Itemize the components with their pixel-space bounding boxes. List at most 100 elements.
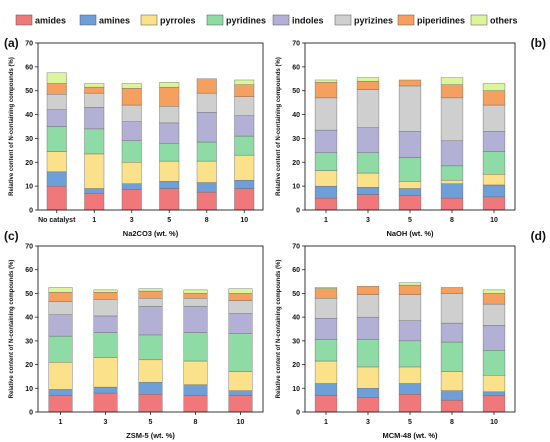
bar-segment-amides	[228, 395, 253, 413]
bar-segment-pyridines	[93, 332, 118, 358]
bar-segment-amides	[48, 395, 73, 413]
bar-segment-pyrizines	[234, 96, 255, 116]
y-tick-label: 60	[292, 64, 300, 71]
plot-frame	[37, 42, 264, 211]
bar-segment-piperidines	[398, 284, 422, 295]
bar-segment-pyridines	[234, 135, 255, 156]
bar-segment-piperidines	[228, 293, 253, 301]
panel-label: (d)	[531, 229, 546, 243]
y-tick-label: 60	[25, 64, 33, 71]
x-tick-label: 5	[408, 217, 412, 224]
bar-segment-pyrizines	[398, 85, 422, 132]
bar-segment-indoles	[93, 315, 118, 333]
bar-segment-amides	[138, 394, 163, 413]
x-axis-label: Na2CO3 (wt. %)	[123, 229, 179, 238]
bar-segment-pyridines	[183, 332, 208, 362]
bar-segment-pyrizines	[121, 104, 142, 122]
bar-segment-amides	[84, 193, 105, 211]
bar-segment-indoles	[482, 131, 506, 152]
bar-segment-pyrroles	[314, 170, 338, 187]
bar-segment-amides	[234, 188, 255, 211]
bar-segment-others	[228, 288, 253, 294]
bar-segment-others	[48, 287, 73, 293]
y-axis-label: Relative content of N-containing compoun…	[9, 57, 15, 196]
y-tick-label: 50	[25, 88, 33, 95]
bar-segment-others	[46, 72, 67, 84]
bar-segment-pyrroles	[440, 371, 464, 391]
y-tick-label: 60	[25, 267, 33, 274]
bar-segment-amines	[93, 386, 118, 394]
x-tick-label: 5	[408, 419, 412, 426]
bar-segment-pyridines	[398, 157, 422, 182]
y-tick-label: 40	[25, 315, 33, 322]
bar-segment-pyridines	[314, 152, 338, 171]
y-axis-label: Relative content of N-containing compoun…	[9, 260, 15, 399]
x-tick-label: 1	[59, 419, 63, 426]
legend-swatch-pyrizines	[334, 14, 352, 26]
bar-segment-pyrroles	[482, 375, 506, 393]
bar-segment-amides	[356, 194, 380, 211]
bar-segment-pyrizines	[440, 293, 464, 324]
plot-frame	[304, 245, 516, 413]
bar-segment-amines	[440, 183, 464, 199]
bar-segment-pyridines	[440, 165, 464, 181]
y-tick-label: 70	[292, 244, 300, 251]
bar-segment-piperidines	[48, 292, 73, 302]
bar-segment-others	[356, 77, 380, 82]
y-tick-label: 0	[296, 208, 300, 215]
y-tick-label: 60	[292, 267, 300, 274]
bar-segment-amines	[314, 383, 338, 396]
bar-segment-indoles	[121, 121, 142, 142]
bar-segment-others	[398, 282, 422, 286]
y-axis-label: Relative content of N-containing compoun…	[276, 260, 282, 399]
bar-segment-pyrroles	[398, 181, 422, 189]
bar-segment-pyrizines	[46, 94, 67, 110]
bar-segment-pyridines	[84, 128, 105, 155]
legend-label-indoles: indoles	[292, 16, 324, 26]
plot-frame	[304, 42, 516, 211]
y-tick-label: 20	[25, 362, 33, 369]
bar-segment-pyridines	[48, 335, 73, 363]
bar-segment-amides	[398, 195, 422, 211]
y-tick-label: 30	[292, 338, 300, 345]
bar-segment-pyrroles	[46, 151, 67, 173]
bar-segment-indoles	[234, 115, 255, 137]
bar-segment-piperidines	[440, 287, 464, 294]
bar-segment-pyridines	[228, 333, 253, 372]
bar-segment-others	[183, 289, 208, 294]
x-tick-label: 1	[92, 217, 96, 224]
chart-panel-1: (a) 0 10 20 30 40 50 60 70 No catalyst 1 3 5 8 10 Na2CO…	[4, 36, 264, 238]
bar-segment-pyrizines	[159, 106, 180, 124]
y-tick-label: 0	[29, 208, 33, 215]
panel-label: (c)	[4, 229, 19, 243]
legend-swatch-pyrroles	[140, 14, 158, 26]
y-tick-label: 50	[292, 291, 300, 298]
bar-segment-indoles	[356, 127, 380, 153]
y-tick-label: 40	[292, 315, 300, 322]
bar-segment-pyridines	[138, 334, 163, 361]
bar-segment-pyrizines	[314, 97, 338, 131]
y-tick-label: 50	[292, 88, 300, 95]
bar-segment-amines	[356, 187, 380, 195]
y-tick-label: 20	[25, 160, 33, 167]
bar-segment-indoles	[159, 122, 180, 144]
legend-label-pyrroles: pyrroles	[160, 16, 196, 26]
legend-label-pyrizines: pyrizines	[354, 16, 393, 26]
bar-segment-indoles	[196, 111, 217, 143]
y-tick-label: 70	[25, 244, 33, 251]
y-tick-label: 30	[25, 338, 33, 345]
legend-swatch-amines	[79, 14, 97, 26]
bar-segment-amides	[314, 197, 338, 211]
panel-label: (b)	[531, 36, 546, 50]
y-tick-label: 50	[25, 291, 33, 298]
bar-segment-pyrizines	[356, 89, 380, 128]
bar-segment-indoles	[183, 306, 208, 333]
x-tick-label: 10	[240, 217, 248, 224]
bar-segment-pyridines	[46, 126, 67, 152]
legend-swatch-others	[470, 14, 488, 26]
x-tick-label: 1	[324, 419, 328, 426]
bar-segment-pyridines	[159, 142, 180, 162]
bar-segment-pyrroles	[228, 371, 253, 391]
bar-segment-piperidines	[46, 83, 67, 95]
x-tick-label: 10	[490, 419, 498, 426]
